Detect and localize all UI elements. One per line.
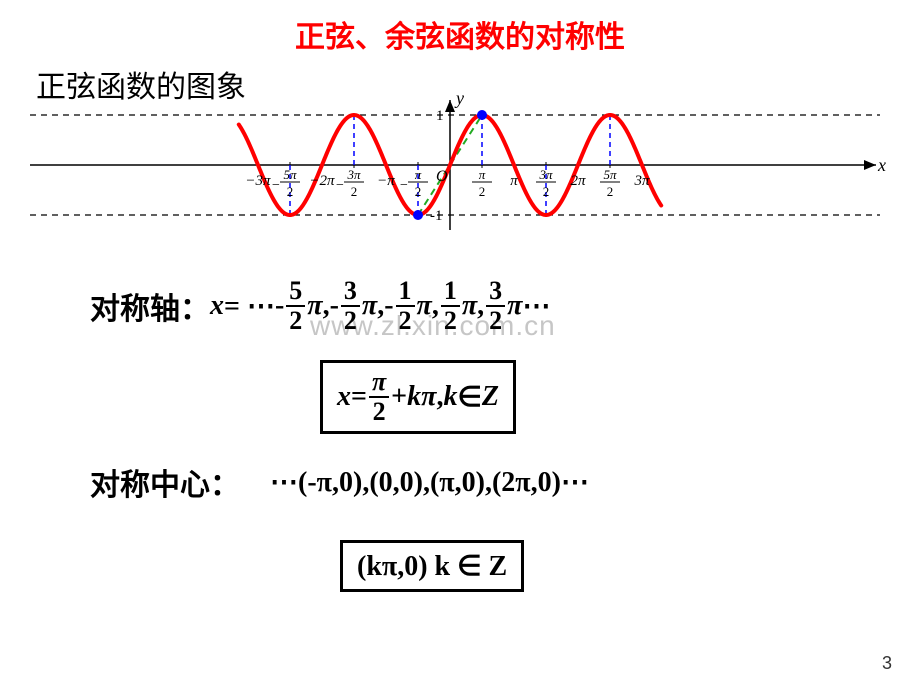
svg-text:2: 2 — [479, 184, 486, 199]
svg-text:x: x — [877, 155, 886, 175]
svg-text:3π: 3π — [633, 173, 650, 189]
svg-text:1: 1 — [436, 108, 444, 124]
svg-text:π: π — [479, 167, 486, 182]
symmetry-axis-row: 对称轴： x = ⋯ -52π,-32π,-12π,12π,32π ⋯ — [90, 278, 550, 334]
svg-text:−π: −π — [377, 173, 395, 189]
svg-text:−: − — [272, 178, 280, 193]
svg-text:2: 2 — [287, 184, 294, 199]
svg-text:2: 2 — [543, 184, 550, 199]
axis-series: x = ⋯ -52π,-32π,-12π,12π,32π ⋯ — [210, 278, 550, 334]
page-number: 3 — [882, 653, 892, 674]
axis-formula: x = π2 + kπ, k ∈ Z — [320, 360, 516, 434]
center-series: ⋯(-π,0),(0,0),(π,0),(2π,0)⋯ — [270, 465, 589, 499]
svg-text:3π: 3π — [346, 167, 361, 182]
center-formula-box: (kπ,0) k ∈ Z — [340, 540, 524, 592]
svg-text:π: π — [415, 167, 422, 182]
svg-text:−: − — [400, 178, 408, 193]
svg-text:2: 2 — [607, 184, 614, 199]
svg-text:O: O — [436, 168, 448, 185]
svg-text:2: 2 — [415, 184, 422, 199]
page-title: 正弦、余弦函数的对称性 — [0, 0, 920, 56]
svg-text:2: 2 — [351, 184, 358, 199]
sine-chart: Oxy1-1−3π−5π2−2π−3π2−π−π2π2π3π22π5π23π — [30, 85, 890, 260]
svg-text:3π: 3π — [538, 167, 553, 182]
svg-text:y: y — [454, 88, 464, 108]
center-formula: (kπ,0) k ∈ Z — [340, 540, 524, 592]
center-label-zh: 对称中心： — [90, 460, 240, 504]
axis-label-zh: 对称轴： — [90, 284, 210, 328]
svg-text:−2π: −2π — [309, 173, 335, 189]
svg-text:5π: 5π — [283, 167, 297, 182]
svg-text:π: π — [510, 173, 518, 189]
svg-text:−3π: −3π — [245, 173, 271, 189]
axis-formula-box: x = π2 + kπ, k ∈ Z — [320, 360, 516, 434]
symmetry-center-row: 对称中心： ⋯(-π,0),(0,0),(π,0),(2π,0)⋯ — [90, 460, 589, 504]
svg-text:2π: 2π — [570, 173, 586, 189]
svg-text:−: − — [336, 178, 344, 193]
svg-text:-1: -1 — [430, 208, 443, 224]
svg-text:5π: 5π — [603, 167, 617, 182]
